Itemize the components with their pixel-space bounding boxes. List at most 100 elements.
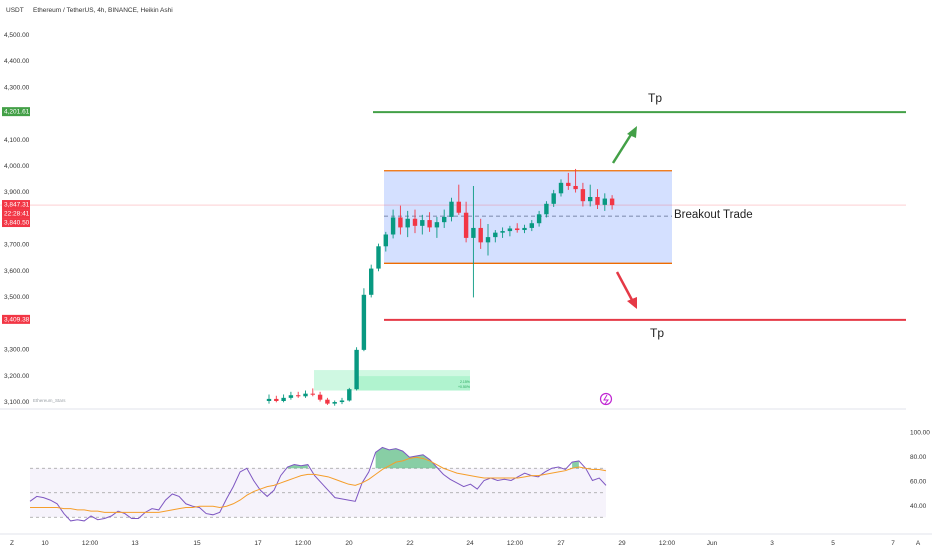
box-note-1: 2.15% [460,380,470,384]
lower-target-tag: 3,409.38 [4,316,30,323]
x-tick-label: 27 [557,540,565,547]
candle-body [449,201,454,217]
upper-target-tag-bg [2,107,30,117]
countdown-tag-bg [2,209,30,219]
x-tick-label: 22 [406,540,414,547]
candle-body [288,395,294,398]
candle-body [515,228,520,231]
candle-body [544,203,549,215]
y-tick-label: 3,500.00 [4,294,30,301]
rsi-y-tick-label: 40.00 [910,503,927,510]
candle-body [398,217,403,228]
prev-price-tag-bg [2,218,30,228]
y-tick-label: 4,300.00 [4,84,30,91]
down-arrow-head [627,297,637,309]
x-tick-label: 12:00 [295,540,312,547]
x-tick-label: 20 [345,540,353,547]
candle-body [442,216,447,223]
x-tick-label: 3 [770,540,774,547]
candle-body [595,196,600,205]
x-tick-label: 7 [891,540,895,547]
lightning-marker [599,392,613,406]
y-tick-label: 4,500.00 [4,32,30,39]
down-arrow-shaft [615,271,634,301]
candle-body [354,349,359,390]
current-price-tag-bg [2,200,30,210]
upper-target-tag: 4,201.61 [4,109,30,116]
candle-body [529,223,534,228]
candle-body [602,198,607,205]
y-tick-label: 3,600.00 [4,268,30,275]
candle-body [427,220,432,228]
lightning-icon [603,394,609,405]
current-price-tag: 3,847.31 [4,202,30,209]
x-tick-label: 13 [131,540,139,547]
lower-target-tag-bg [2,314,30,324]
y-tick-label: 3,700.00 [4,242,30,249]
candle-body [339,400,345,403]
candle-body [463,212,469,238]
candle-body [573,185,578,190]
rsi-y-tick-label: 80.00 [910,454,927,461]
rsi-ma-line [30,456,607,513]
demand-zone [314,370,470,391]
tp-lower-label: Tp [650,326,664,340]
candle-body [456,201,461,213]
candle-body [507,228,513,232]
candle-body [500,231,505,233]
x-tick-label: Z [10,540,14,547]
rsi-overbought-fill [572,460,579,469]
x-tick-label: 12:00 [82,540,99,547]
watermark: Ethereum_Stars [33,398,66,403]
candle-body [551,193,556,204]
prev-price-tag: 3,840.50 [4,220,30,227]
candle-body [347,389,352,401]
x-tick-label: 29 [618,540,626,547]
y-tick-label: 4,400.00 [4,58,30,65]
candle-body [478,227,483,243]
countdown-tag: 22:28:41 [4,211,30,218]
currency-label: USDT [6,7,24,14]
x-tick-label: Jun [707,540,718,547]
up-arrow-head [627,126,637,138]
candle-body [485,237,491,243]
breakout-label: Breakout Trade [674,209,753,221]
y-tick-label: 4,100.00 [4,137,30,144]
candle-body [580,189,586,202]
candle-body [522,227,527,231]
up-arrow-shaft [611,132,634,164]
x-tick-label: 17 [254,540,262,547]
candle-body [558,182,564,194]
tp-upper-label: Tp [648,91,662,105]
candle-body [609,198,615,206]
candle-body [281,397,286,401]
candle-body [383,234,388,247]
box-note-2: +0.50% [458,385,470,389]
y-tick-label: 3,300.00 [4,347,30,354]
demand-zone-inner [356,376,470,391]
candle-body [310,393,315,395]
range-box [384,170,672,264]
x-tick-label: A [916,540,921,547]
y-tick-label: 3,200.00 [4,373,30,380]
candle-body [369,268,374,295]
candle-body [405,218,410,228]
candle-body [376,246,381,269]
x-tick-label: 10 [41,540,49,547]
candle-body [361,294,367,350]
candle-body [266,398,272,401]
candle-body [471,227,476,238]
candle-body [296,395,301,397]
candle-body [303,393,308,397]
candle-body [420,220,425,226]
rsi-line [29,446,607,522]
rsi-overbought-fill [375,447,437,469]
candle-body [332,402,337,404]
x-tick-label: 24 [466,540,474,547]
candle-body [588,196,593,202]
y-tick-label: 3,100.00 [4,399,30,406]
candle-body [390,217,396,235]
candle-body [566,182,571,186]
